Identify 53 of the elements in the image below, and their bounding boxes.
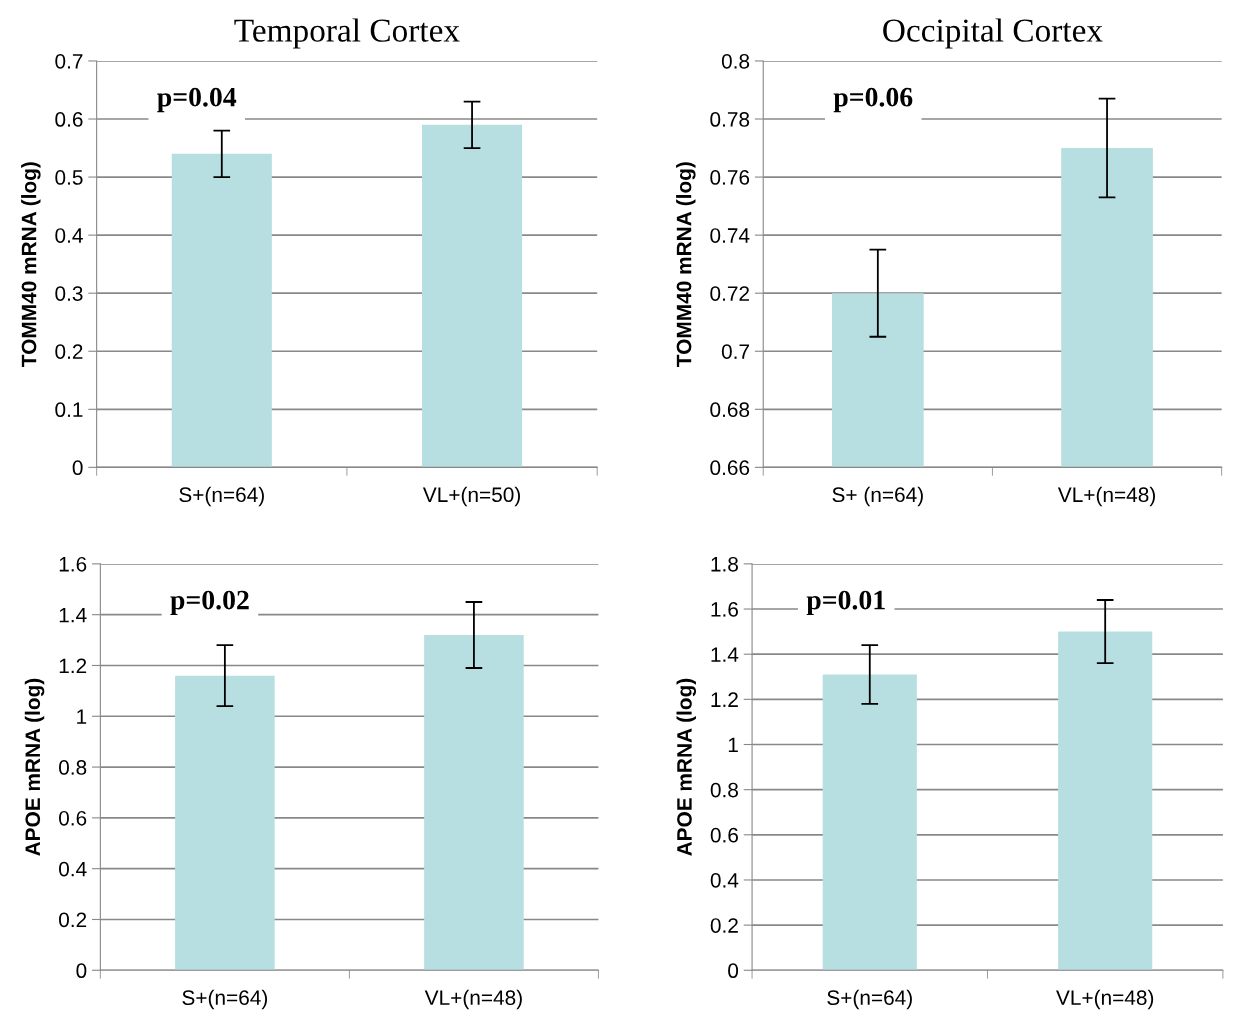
y-tick-label: 0.66 — [710, 460, 750, 476]
y-axis-title: APOE mRNA (log) — [24, 678, 45, 856]
y-tick-label: 0.72 — [710, 286, 749, 301]
y-tick-label: 0.78 — [710, 112, 750, 127]
y-tick-label: 0 — [76, 963, 87, 979]
x-tick-label: S+(n=64) — [182, 989, 268, 1010]
y-tick-label: 0.4 — [55, 228, 83, 243]
y-tick-label: 0.8 — [59, 760, 87, 775]
y-tick-label: 1.4 — [59, 607, 87, 623]
y-tick-label: 0.4 — [59, 861, 87, 877]
annotation: p=0.04 — [157, 87, 237, 113]
y-tick-label: 0.6 — [59, 810, 87, 826]
y-tick-label: 0.4 — [710, 872, 739, 888]
y-tick-label: 0.2 — [59, 912, 87, 928]
y-tick-label: 0.2 — [710, 918, 738, 933]
y-axis-title: TOMM40 mRNA (log) — [21, 162, 41, 367]
y-tick-label: 0.74 — [710, 228, 750, 243]
annotation: p=0.02 — [170, 590, 249, 616]
y-tick-label: 0.68 — [710, 402, 750, 418]
y-tick-label: 1.8 — [711, 556, 738, 572]
y-tick-label: 0.8 — [721, 53, 750, 69]
y-tick-label: 0.3 — [55, 286, 83, 301]
x-tick-label: S+(n=64) — [179, 486, 264, 507]
y-tick-label: 1.4 — [711, 647, 739, 662]
y-tick-label: 0.7 — [55, 53, 83, 69]
y-tick-label: 1.2 — [711, 692, 738, 707]
x-tick-label: S+ (n=64) — [832, 486, 923, 507]
x-tick-label: VL+(n=48) — [1057, 486, 1155, 507]
y-tick-label: 0.76 — [710, 170, 750, 185]
y-axis-title: TOMM40 mRNA (log) — [676, 162, 696, 367]
x-tick-label: VL+(n=48) — [1056, 989, 1154, 1010]
x-tick-label: VL+(n=50) — [422, 486, 520, 507]
y-tick-label: 0.1 — [55, 402, 83, 418]
annotation: p=0.06 — [833, 87, 913, 113]
y-tick-label: 0.8 — [710, 782, 738, 798]
annotation: p=0.01 — [806, 590, 885, 616]
y-tick-label: 0.5 — [55, 170, 83, 185]
y-tick-label: 0 — [728, 963, 739, 979]
chart-title: Occipital Cortex — [883, 18, 1103, 49]
chart-title: Temporal Cortex — [234, 18, 460, 49]
y-tick-label: 0.7 — [721, 344, 749, 359]
y-tick-label: 0.6 — [710, 827, 738, 843]
y-axis-title: APOE mRNA (log) — [676, 678, 697, 856]
y-tick-label: 1.6 — [711, 602, 738, 617]
y-tick-label: 0.6 — [55, 112, 83, 127]
y-tick-label: 0.2 — [55, 344, 83, 359]
y-tick-label: 1.2 — [59, 658, 87, 674]
x-tick-label: S+(n=64) — [827, 989, 912, 1010]
x-tick-label: VL+(n=48) — [424, 989, 522, 1010]
y-tick-label: 1 — [77, 709, 87, 724]
y-tick-label: 1.6 — [59, 556, 87, 572]
y-tick-label: 0 — [72, 460, 83, 476]
y-tick-label: 1 — [728, 737, 738, 753]
